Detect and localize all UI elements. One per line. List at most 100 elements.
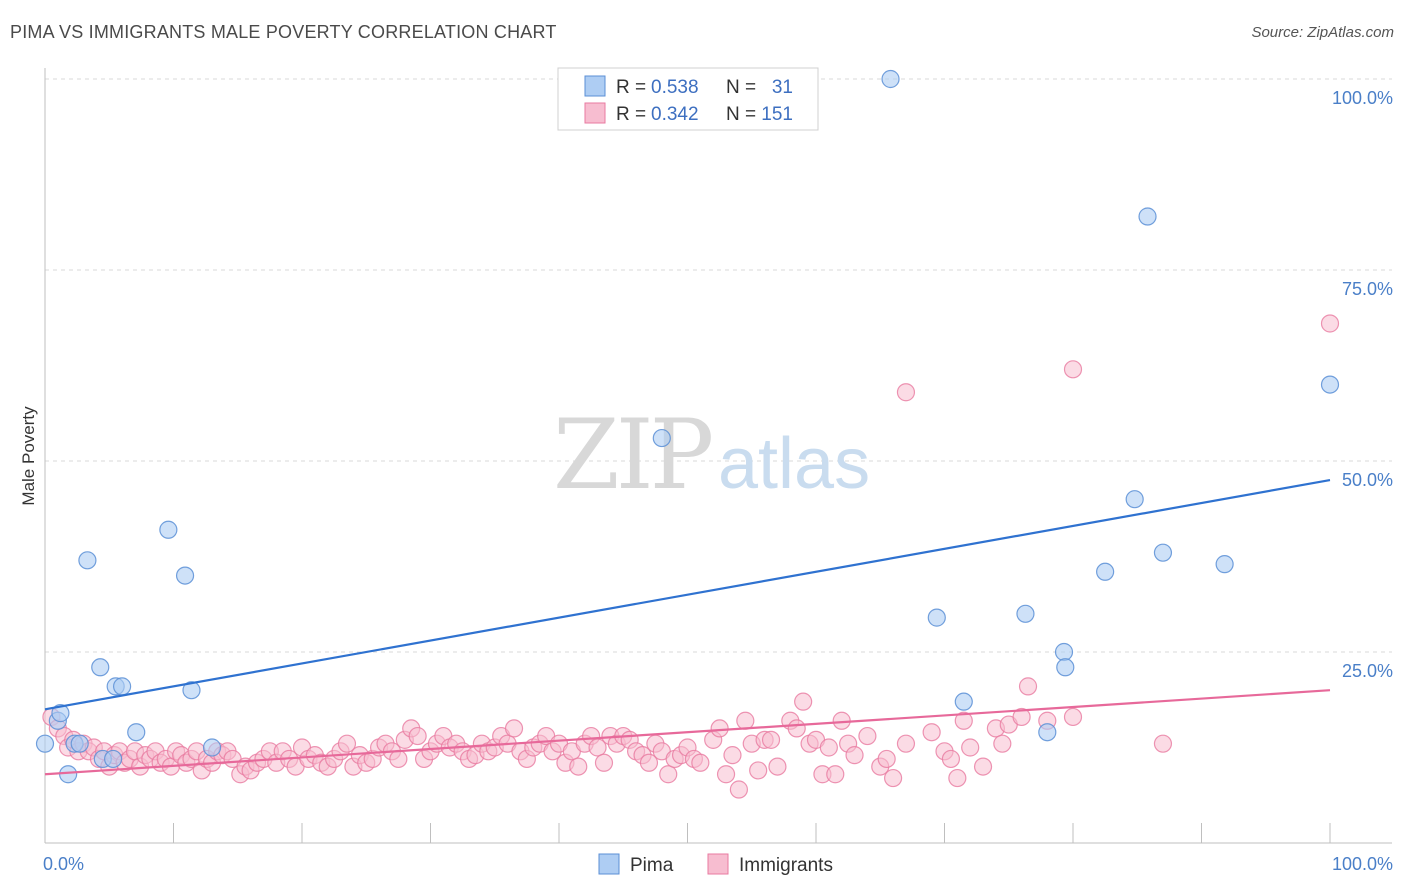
- immigrants-point: [948, 768, 967, 788]
- immigrants-point: [954, 711, 973, 730]
- pima-point: [175, 566, 195, 585]
- bottom-legend-pima-label: Pima: [630, 855, 674, 876]
- x-tick-label: 100.0%: [1332, 854, 1393, 874]
- immigrants-point: [749, 761, 768, 780]
- y-axis-label: Male Poverty: [19, 406, 38, 506]
- immigrants-point: [569, 757, 588, 776]
- immigrants-point: [826, 765, 845, 784]
- pima-point: [78, 551, 97, 570]
- immigrants-point: [337, 734, 357, 753]
- immigrants-point: [659, 765, 678, 784]
- pima-point: [127, 723, 146, 742]
- bottom-legend-pima-swatch: [598, 853, 620, 875]
- pima-point: [202, 738, 222, 757]
- bottom-legend: Pima Immigrants: [598, 853, 833, 876]
- pima-point: [91, 658, 110, 677]
- watermark-zip: ZIP: [553, 399, 712, 511]
- immigrants-point: [639, 753, 659, 772]
- immigrants-point: [729, 780, 749, 799]
- trend-lines: [44, 479, 1331, 776]
- y-tick-label: 100.0%: [1332, 88, 1393, 108]
- immigrants-point: [941, 749, 961, 769]
- immigrants-point: [594, 753, 614, 772]
- legend: R = 0.538 N = 31 R = 0.342 N = 151: [557, 67, 819, 131]
- axes: [44, 68, 1392, 844]
- immigrants-point: [710, 719, 729, 738]
- chart-title: PIMA VS IMMIGRANTS MALE POVERTY CORRELAT…: [10, 22, 557, 42]
- watermark-atlas: atlas: [718, 424, 870, 504]
- legend-immigrants-n-label: N =: [726, 104, 756, 125]
- immigrants-point: [794, 692, 813, 711]
- y-tick-label: 25.0%: [1342, 661, 1393, 681]
- immigrants-point: [761, 730, 781, 749]
- pima-point: [59, 765, 78, 784]
- immigrants-point: [1012, 707, 1031, 727]
- pima-point: [1125, 490, 1144, 509]
- immigrants-point: [768, 757, 787, 776]
- pima-point: [1320, 375, 1340, 394]
- pima-trend-line: [44, 479, 1331, 711]
- pima-point: [51, 704, 70, 723]
- pima-point: [1038, 723, 1057, 742]
- legend-pima-n-value: 31: [772, 77, 793, 98]
- bottom-legend-immigrants-swatch: [707, 853, 729, 875]
- y-tick-label: 75.0%: [1342, 279, 1393, 299]
- legend-immigrants-r-value: 0.342: [651, 104, 699, 125]
- immigrants-point: [1153, 734, 1173, 753]
- immigrants-point: [883, 768, 903, 788]
- pima-point: [1054, 642, 1074, 662]
- legend-immigrants-swatch: [584, 102, 606, 124]
- immigrants-point: [691, 753, 710, 772]
- pima-point: [1016, 604, 1035, 623]
- immigrants-point: [973, 757, 993, 776]
- y-tick-label: 50.0%: [1342, 470, 1393, 490]
- pima-point: [1153, 543, 1173, 562]
- pima-point: [954, 692, 973, 711]
- immigrants-point: [858, 726, 877, 746]
- pima-point: [1096, 562, 1115, 581]
- immigrants-point: [723, 746, 742, 765]
- x-tick-labels: 0.0% 100.0%: [43, 854, 1393, 874]
- legend-pima-swatch: [584, 75, 606, 97]
- immigrants-point: [1320, 314, 1340, 333]
- immigrants-point: [896, 383, 916, 402]
- pima-point: [104, 749, 123, 769]
- immigrants-point: [408, 726, 427, 746]
- y-tick-labels: 25.0% 50.0% 75.0% 100.0%: [1332, 88, 1393, 681]
- immigrants-point: [1018, 677, 1038, 696]
- immigrants-point: [845, 746, 864, 765]
- watermark: ZIP atlas: [553, 399, 870, 511]
- legend-pima-r-label: R =: [616, 77, 646, 98]
- pima-point: [927, 608, 946, 627]
- x-tick-label: 0.0%: [43, 854, 84, 874]
- immigrants-point: [877, 749, 896, 769]
- immigrants-point: [716, 765, 736, 784]
- immigrants-point: [993, 734, 1012, 753]
- grid-lines: [45, 78, 1392, 653]
- pima-point: [182, 681, 201, 700]
- source-credit: Source: ZipAtlas.com: [1251, 24, 1394, 41]
- pima-point: [70, 734, 89, 753]
- pima-points: [35, 69, 1340, 784]
- legend-pima-n-label: N =: [726, 77, 756, 98]
- immigrants-trend-line: [44, 689, 1331, 776]
- immigrants-point: [389, 749, 408, 769]
- immigrants-point: [961, 738, 980, 757]
- immigrants-point: [787, 719, 806, 738]
- pima-point: [1138, 207, 1157, 226]
- legend-immigrants-r-label: R =: [616, 104, 646, 125]
- pima-point: [112, 677, 132, 696]
- immigrants-point: [1063, 360, 1083, 379]
- pima-point: [159, 520, 178, 539]
- immigrants-points: [42, 314, 1340, 799]
- legend-pima-r-value: 0.538: [651, 77, 699, 98]
- immigrants-point: [819, 738, 838, 757]
- legend-immigrants-n-value: 151: [761, 104, 793, 125]
- immigrants-point: [1063, 707, 1083, 727]
- immigrants-point: [736, 711, 755, 730]
- pima-point: [652, 428, 671, 448]
- immigrants-point: [922, 723, 941, 742]
- immigrants-point: [504, 719, 524, 738]
- pima-point: [1056, 658, 1075, 677]
